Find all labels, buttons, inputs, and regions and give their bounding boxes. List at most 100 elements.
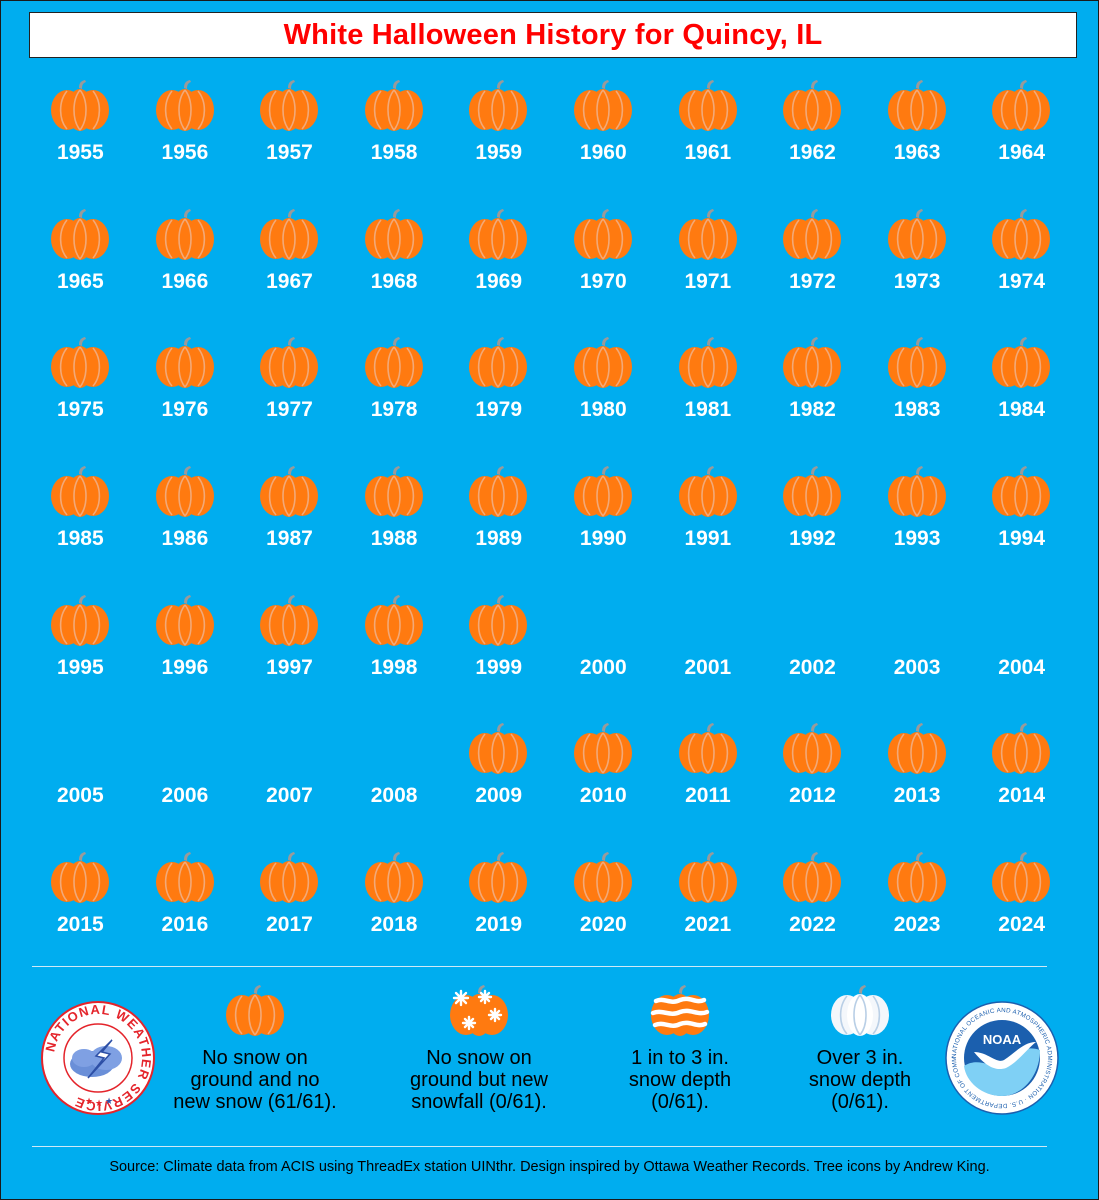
pumpkin-icon xyxy=(469,337,528,389)
year-cell: 1989 xyxy=(446,463,551,592)
pumpkin-icon xyxy=(573,466,632,518)
year-cell: 1967 xyxy=(237,206,342,335)
pumpkin-icon xyxy=(155,80,214,131)
year-label: 1977 xyxy=(266,398,313,422)
legend-1-to-3-in-line1: 1 in to 3 in. xyxy=(631,1047,729,1069)
pumpkin-icon xyxy=(887,466,946,518)
year-cell: 1957 xyxy=(237,77,342,206)
year-label: 2021 xyxy=(684,913,732,937)
year-label: 1964 xyxy=(998,141,1045,164)
pumpkin-icon xyxy=(469,80,528,131)
legend-over-3-in-line1: Over 3 in. xyxy=(816,1047,904,1069)
year-cell: 2017 xyxy=(237,849,342,978)
year-cell: 2015 xyxy=(28,849,133,978)
year-cell: 1984 xyxy=(969,334,1074,463)
pumpkin-icon xyxy=(678,852,737,904)
pumpkin-icon xyxy=(678,466,737,518)
year-cell: 1997 xyxy=(237,592,342,721)
title-box: White Halloween History for Quincy, IL xyxy=(29,12,1077,58)
white-pumpkin-icon xyxy=(831,985,889,1036)
year-cell: 1955 xyxy=(28,77,133,206)
pumpkin-icon xyxy=(678,80,737,131)
legend-no-snow-line2: ground and no xyxy=(190,1069,320,1091)
year-cell: 2014 xyxy=(969,720,1074,849)
year-label: 1974 xyxy=(998,269,1045,293)
legend-no-snow-line3: new snow (61/61). xyxy=(173,1091,337,1113)
year-label: 2001 xyxy=(684,655,732,679)
year-label: 1980 xyxy=(579,398,627,422)
year-label: 1968 xyxy=(370,269,418,293)
year-label: 2024 xyxy=(998,913,1045,937)
year-label: 2002 xyxy=(789,655,836,679)
pumpkin-icon xyxy=(887,80,946,131)
year-label: 1970 xyxy=(579,269,627,293)
year-cell: 1981 xyxy=(656,334,761,463)
page-title: White Halloween History for Quincy, IL xyxy=(283,18,823,51)
year-label: 1993 xyxy=(893,527,941,551)
pumpkin-icon xyxy=(51,852,109,904)
year-cell: 1977 xyxy=(237,334,342,463)
year-cell: 2005 xyxy=(28,720,133,849)
year-cell: 1975 xyxy=(28,334,133,463)
year-cell: 2016 xyxy=(133,849,238,978)
striped-snow-pumpkin-icon xyxy=(650,985,710,1036)
year-label: 1955 xyxy=(56,141,104,164)
year-label: 2017 xyxy=(266,913,313,937)
year-label: 1995 xyxy=(56,655,104,679)
year-cell: 1965 xyxy=(28,206,133,335)
legend-no-snow: No snow on ground and no new snow (61/61… xyxy=(160,985,350,1113)
year-cell: 1990 xyxy=(551,463,656,592)
pumpkin-icon xyxy=(678,337,737,389)
year-cell: 2018 xyxy=(342,849,447,978)
pumpkin-icon xyxy=(51,80,109,131)
pumpkin-icon xyxy=(364,80,423,131)
pumpkin-icon xyxy=(783,852,842,904)
year-cell: 1961 xyxy=(656,77,761,206)
pumpkin-icon xyxy=(51,466,109,518)
year-cell: 1968 xyxy=(342,206,447,335)
year-label: 2013 xyxy=(893,784,941,808)
pumpkin-icon xyxy=(678,723,737,775)
year-cell: 1956 xyxy=(133,77,238,206)
bottom-divider xyxy=(32,1146,1047,1147)
legend-new-snowfall: No snow on ground but new snowfall (0/61… xyxy=(384,985,574,1113)
year-cell: 2022 xyxy=(760,849,865,978)
nws-logo: NATIONAL WEATHER SERVICE ★ ★ ★ xyxy=(41,1001,155,1115)
year-label: 1990 xyxy=(579,527,627,551)
year-label: 1957 xyxy=(266,141,313,164)
pumpkin-icon xyxy=(783,80,842,131)
legend-1-to-3-in: 1 in to 3 in. snow depth (0/61). xyxy=(590,985,770,1113)
pumpkin-icon xyxy=(992,80,1051,131)
year-label: 2012 xyxy=(789,784,836,808)
pumpkin-icon xyxy=(469,723,528,775)
year-cell: 1966 xyxy=(133,206,238,335)
pumpkin-icon xyxy=(469,852,528,904)
year-label: 2009 xyxy=(475,784,523,808)
legend-new-snowfall-line3: snowfall (0/61). xyxy=(411,1091,547,1113)
pumpkin-icon xyxy=(260,337,319,389)
year-cell: 1974 xyxy=(969,206,1074,335)
pumpkin-icon xyxy=(51,594,109,646)
pumpkin-icon xyxy=(226,985,284,1036)
year-cell: 1991 xyxy=(656,463,761,592)
year-label: 2018 xyxy=(370,913,418,937)
pumpkin-icon xyxy=(155,594,214,646)
legend-1-to-3-in-line3: (0/61). xyxy=(651,1091,709,1113)
year-cell: 1999 xyxy=(446,592,551,721)
year-cell: 1959 xyxy=(446,77,551,206)
pumpkin-icon xyxy=(783,723,842,775)
year-cell: 2009 xyxy=(446,720,551,849)
year-label: 1997 xyxy=(266,655,313,679)
year-label: 1987 xyxy=(266,527,313,551)
year-cell: 1982 xyxy=(760,334,865,463)
year-cell: 2023 xyxy=(865,849,970,978)
year-label: 2005 xyxy=(56,784,104,808)
year-label: 1998 xyxy=(370,655,418,679)
year-cell: 2010 xyxy=(551,720,656,849)
year-cell: 1972 xyxy=(760,206,865,335)
svg-text:★: ★ xyxy=(95,1098,103,1108)
year-cell: 2012 xyxy=(760,720,865,849)
year-label: 2003 xyxy=(893,655,941,679)
svg-text:★: ★ xyxy=(105,1096,113,1106)
year-label: 2000 xyxy=(579,655,627,679)
